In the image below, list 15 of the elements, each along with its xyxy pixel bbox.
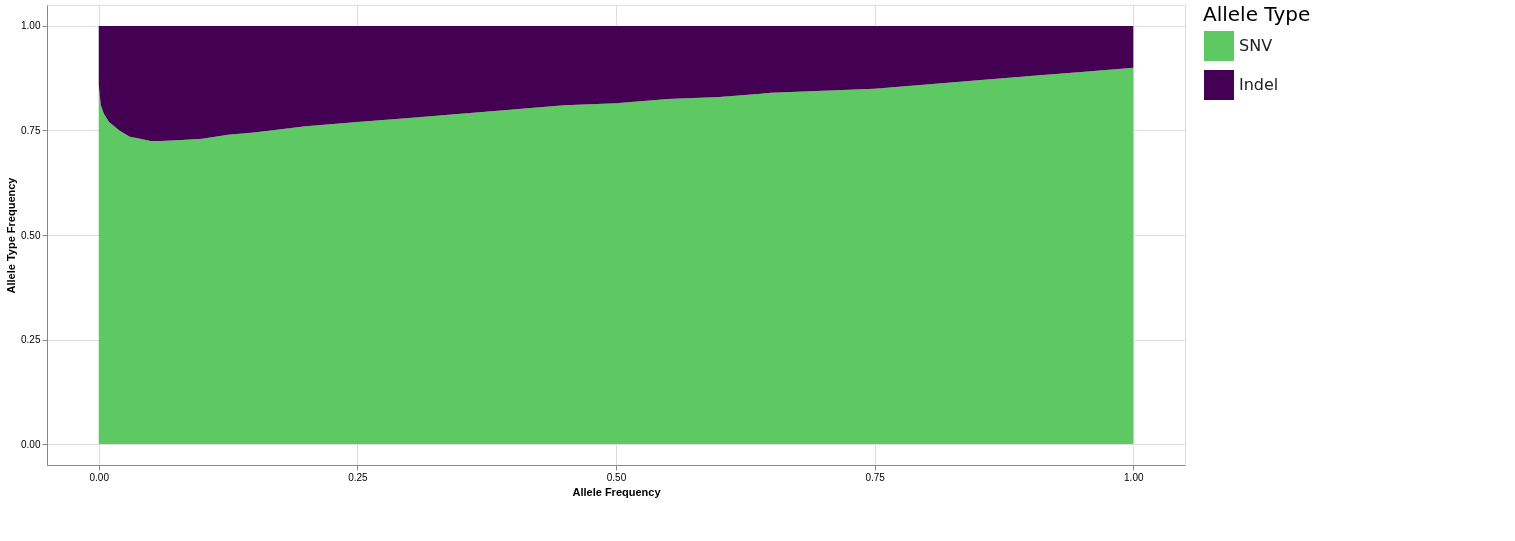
y-tick-label: 0.50 [21,229,41,241]
y-tick-label: 0.75 [21,124,41,136]
legend-label: SNV [1239,36,1273,55]
x-tick-label: 0.50 [606,471,627,483]
y-tick-label: 1.00 [21,20,41,32]
legend-label: Indel [1239,75,1279,94]
y-axis-title: Allele Type Frequency [5,176,18,294]
x-tick-label: 0.00 [89,471,110,483]
y-tick-label: 0.25 [21,334,41,346]
x-tick-label: 0.75 [865,471,886,483]
x-tick-label: 1.00 [1124,471,1144,483]
legend-title: Allele Type [1203,2,1311,26]
x-axis-title: Allele Frequency [572,485,662,498]
x-tick-label: 0.25 [348,471,369,483]
y-tick-label: 0.00 [21,438,41,450]
